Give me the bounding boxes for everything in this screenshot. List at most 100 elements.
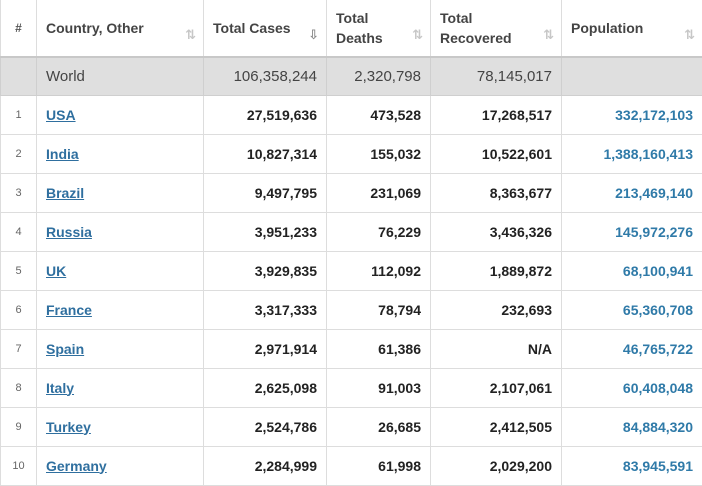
header-total-recovered[interactable]: Total Recovered⇅ xyxy=(431,0,562,57)
world-rank xyxy=(1,57,37,95)
country-cell: Russia xyxy=(37,212,204,251)
world-row: World 106,358,244 2,320,798 78,145,017 xyxy=(1,57,702,95)
rank-cell: 1 xyxy=(1,95,37,134)
rank-cell: 2 xyxy=(1,134,37,173)
header-row: # Country, Other⇅ Total Cases⇩ Total Dea… xyxy=(1,0,702,57)
country-cell: Italy xyxy=(37,368,204,407)
total-cases-cell: 2,971,914 xyxy=(204,329,327,368)
total-deaths-cell: 26,685 xyxy=(327,407,431,446)
header-rank[interactable]: # xyxy=(1,0,37,57)
country-cell: USA xyxy=(37,95,204,134)
population-cell: 60,408,048 xyxy=(562,368,702,407)
total-deaths-cell: 231,069 xyxy=(327,173,431,212)
population-cell: 68,100,941 xyxy=(562,251,702,290)
world-recovered: 78,145,017 xyxy=(431,57,562,95)
world-name: World xyxy=(37,57,204,95)
header-total-cases[interactable]: Total Cases⇩ xyxy=(204,0,327,57)
total-cases-cell: 2,524,786 xyxy=(204,407,327,446)
world-cases: 106,358,244 xyxy=(204,57,327,95)
world-deaths: 2,320,798 xyxy=(327,57,431,95)
total-deaths-cell: 155,032 xyxy=(327,134,431,173)
total-recovered-cell: 2,107,061 xyxy=(431,368,562,407)
total-recovered-cell: 2,029,200 xyxy=(431,446,562,485)
country-cell: France xyxy=(37,290,204,329)
total-deaths-cell: 473,528 xyxy=(327,95,431,134)
total-cases-cell: 9,497,795 xyxy=(204,173,327,212)
country-cell: Turkey xyxy=(37,407,204,446)
rank-cell: 5 xyxy=(1,251,37,290)
sort-icon[interactable]: ⇅ xyxy=(412,27,421,43)
country-link[interactable]: UK xyxy=(46,263,66,279)
total-cases-cell: 2,284,999 xyxy=(204,446,327,485)
total-deaths-cell: 61,386 xyxy=(327,329,431,368)
rank-cell: 8 xyxy=(1,368,37,407)
rank-cell: 3 xyxy=(1,173,37,212)
country-link[interactable]: Russia xyxy=(46,224,92,240)
population-cell: 65,360,708 xyxy=(562,290,702,329)
population-cell: 332,172,103 xyxy=(562,95,702,134)
total-deaths-cell: 91,003 xyxy=(327,368,431,407)
country-link[interactable]: Germany xyxy=(46,458,107,474)
total-cases-cell: 3,929,835 xyxy=(204,251,327,290)
world-population xyxy=(562,57,702,95)
total-recovered-cell: 3,436,326 xyxy=(431,212,562,251)
country-link[interactable]: Brazil xyxy=(46,185,84,201)
total-cases-cell: 27,519,636 xyxy=(204,95,327,134)
total-deaths-cell: 76,229 xyxy=(327,212,431,251)
total-deaths-cell: 61,998 xyxy=(327,446,431,485)
country-cell: Germany xyxy=(37,446,204,485)
population-cell: 83,945,591 xyxy=(562,446,702,485)
total-cases-cell: 3,951,233 xyxy=(204,212,327,251)
rank-cell: 4 xyxy=(1,212,37,251)
total-cases-cell: 2,625,098 xyxy=(204,368,327,407)
total-recovered-cell: 10,522,601 xyxy=(431,134,562,173)
rank-cell: 9 xyxy=(1,407,37,446)
total-recovered-cell: N/A xyxy=(431,329,562,368)
header-population[interactable]: Population⇅ xyxy=(562,0,702,57)
population-cell: 84,884,320 xyxy=(562,407,702,446)
country-link[interactable]: France xyxy=(46,302,92,318)
sort-desc-icon[interactable]: ⇩ xyxy=(308,27,317,43)
total-cases-cell: 3,317,333 xyxy=(204,290,327,329)
country-cell: India xyxy=(37,134,204,173)
total-recovered-cell: 2,412,505 xyxy=(431,407,562,446)
sort-icon[interactable]: ⇅ xyxy=(543,27,552,43)
country-cell: Spain xyxy=(37,329,204,368)
total-deaths-cell: 112,092 xyxy=(327,251,431,290)
country-cell: UK xyxy=(37,251,204,290)
sort-icon[interactable]: ⇅ xyxy=(684,27,693,43)
population-cell: 213,469,140 xyxy=(562,173,702,212)
population-cell: 145,972,276 xyxy=(562,212,702,251)
population-cell: 46,765,722 xyxy=(562,329,702,368)
population-cell: 1,388,160,413 xyxy=(562,134,702,173)
country-link[interactable]: Italy xyxy=(46,380,74,396)
country-link[interactable]: Turkey xyxy=(46,419,91,435)
total-recovered-cell: 232,693 xyxy=(431,290,562,329)
rank-cell: 10 xyxy=(1,446,37,485)
country-link[interactable]: Spain xyxy=(46,341,84,357)
header-total-deaths[interactable]: Total Deaths⇅ xyxy=(327,0,431,57)
total-cases-cell: 10,827,314 xyxy=(204,134,327,173)
total-deaths-cell: 78,794 xyxy=(327,290,431,329)
rank-cell: 6 xyxy=(1,290,37,329)
total-recovered-cell: 17,268,517 xyxy=(431,95,562,134)
country-cell: Brazil xyxy=(37,173,204,212)
country-link[interactable]: USA xyxy=(46,107,76,123)
header-country[interactable]: Country, Other⇅ xyxy=(37,0,204,57)
total-recovered-cell: 8,363,677 xyxy=(431,173,562,212)
total-recovered-cell: 1,889,872 xyxy=(431,251,562,290)
country-link[interactable]: India xyxy=(46,146,79,162)
sort-icon[interactable]: ⇅ xyxy=(185,27,194,43)
rank-cell: 7 xyxy=(1,329,37,368)
